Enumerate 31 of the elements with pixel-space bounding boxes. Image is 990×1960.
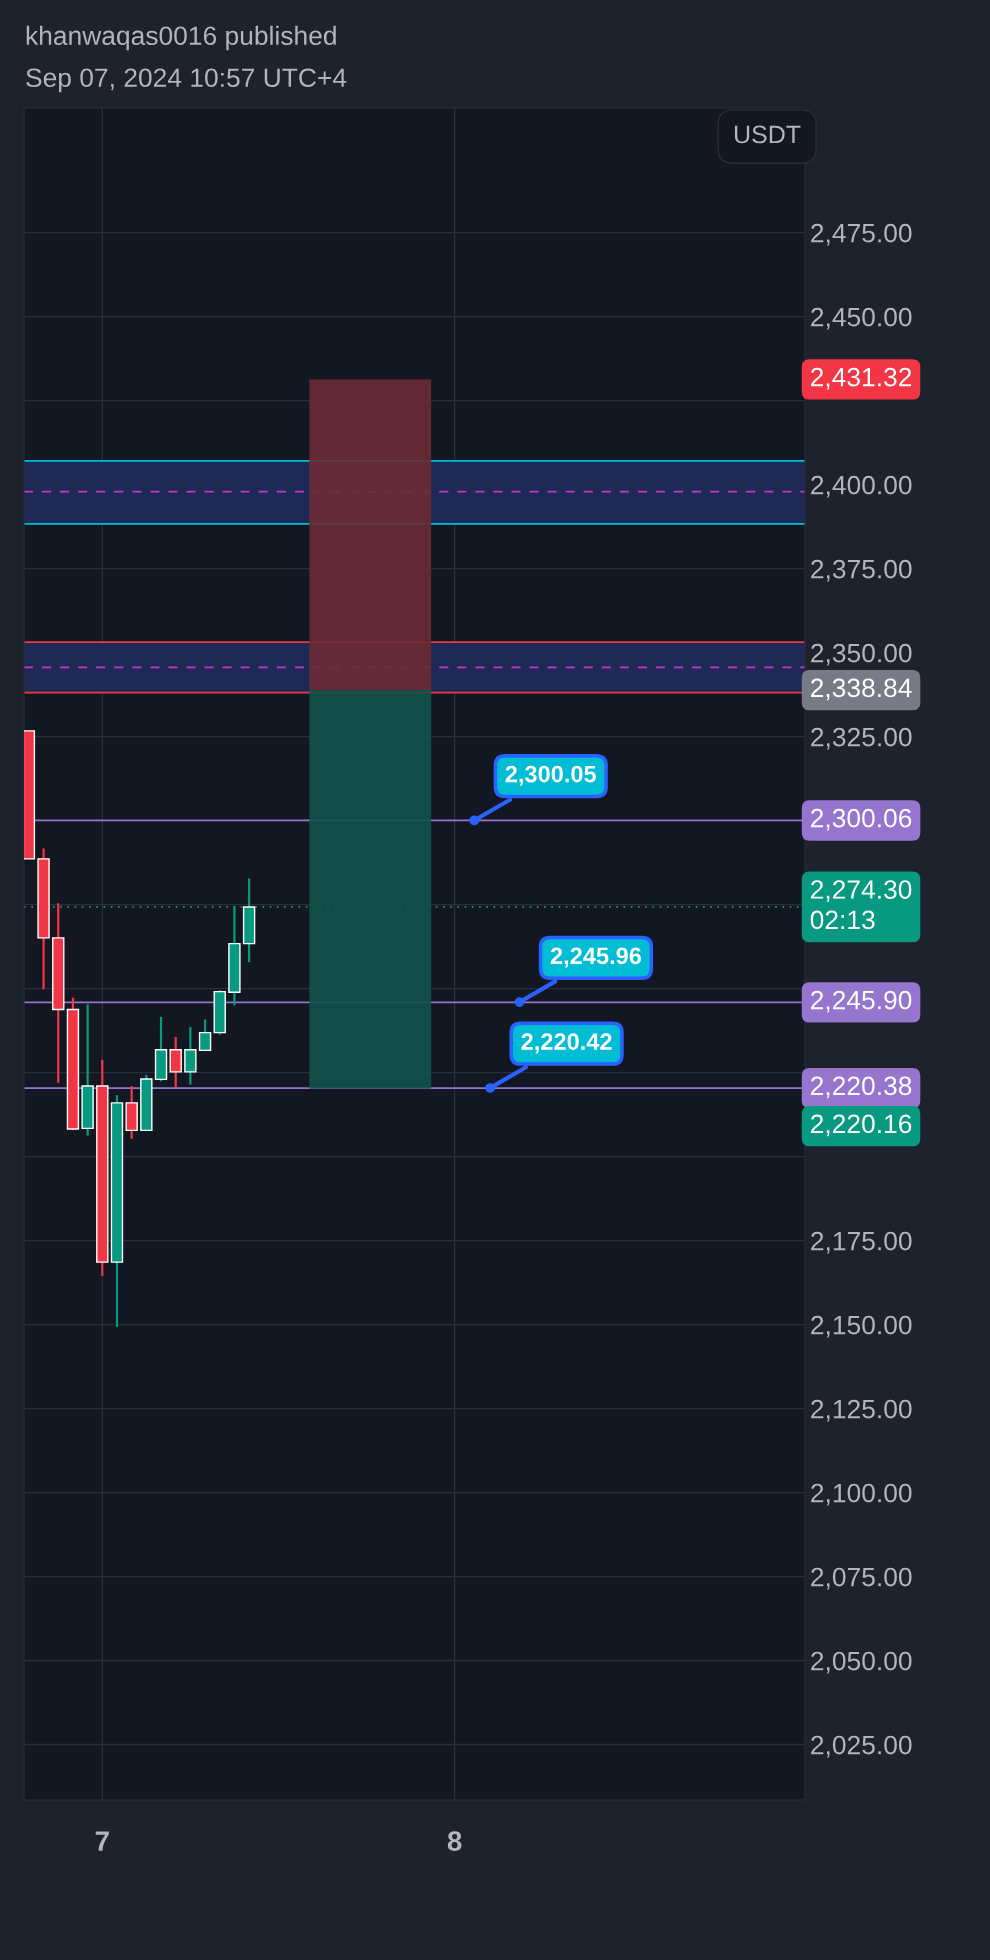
y-tick-label: 2,050.00 bbox=[811, 1651, 912, 1674]
ref-line-label: 2,274.30 02:13 bbox=[810, 880, 912, 930]
annotation: 2,220.42 bbox=[521, 1033, 612, 1054]
text: 2,338.84 bbox=[811, 678, 912, 701]
candlestick bbox=[198, 1018, 212, 1052]
y-tick-label: 2,175.00 bbox=[811, 1231, 912, 1254]
x-tick-label: 7 bbox=[95, 1831, 109, 1851]
candlestick bbox=[184, 1025, 197, 1086]
y-tick-label: 2,025.00 bbox=[811, 1735, 912, 1758]
y-tick-label: 2,350.00 bbox=[811, 643, 912, 666]
annotation: 2,245.96 bbox=[550, 947, 642, 968]
ref-line-label: 2,300.06 bbox=[811, 808, 912, 831]
text: 2,220.16 bbox=[811, 1114, 912, 1137]
y-tick-label: 2,150.00 bbox=[811, 1315, 912, 1338]
y-tick-label: 2,325.00 bbox=[811, 727, 912, 750]
x-tick-label: 8 bbox=[447, 1831, 462, 1851]
text: 2,431.32 bbox=[811, 367, 912, 390]
ref-line-label: 2,220.38 bbox=[811, 1076, 912, 1099]
y-axis-title: USDT bbox=[734, 125, 801, 144]
y-tick-label: 2,125.00 bbox=[811, 1399, 912, 1422]
y-tick-label: 2,100.00 bbox=[811, 1483, 912, 1506]
y-tick-label: 2,375.00 bbox=[811, 559, 912, 582]
chart-title: khanwaqas0016 published bbox=[26, 25, 336, 51]
y-tick-label: 2,400.00 bbox=[811, 475, 912, 498]
ref-line-label: 2,245.90 bbox=[811, 990, 912, 1013]
y-tick-label: 2,450.00 bbox=[811, 307, 912, 330]
y-tick-label: 2,475.00 bbox=[811, 223, 912, 246]
chart-subtitle: Sep 07, 2024 10:57 UTC+4 bbox=[26, 68, 347, 93]
candlestick bbox=[169, 1035, 182, 1089]
annotation: 2,300.05 bbox=[505, 765, 597, 786]
y-tick-label: 2,075.00 bbox=[811, 1567, 912, 1590]
